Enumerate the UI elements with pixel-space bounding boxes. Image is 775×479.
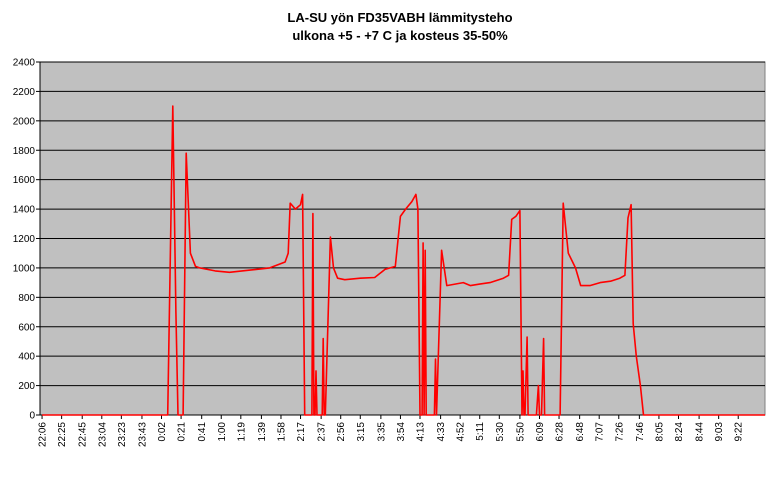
x-tick-label: 23:43: [137, 422, 148, 447]
x-tick-label: 0:02: [157, 422, 168, 442]
x-tick-label: 3:35: [376, 422, 387, 442]
x-tick-label: 7:07: [595, 422, 606, 442]
chart-title: LA-SU yön FD35VABH lämmitysteho: [287, 10, 512, 25]
y-tick-label: 200: [18, 381, 35, 392]
x-tick-label: 0:21: [177, 422, 188, 442]
data-line: [42, 105, 765, 416]
x-tick-label: 23:04: [97, 422, 108, 447]
y-tick-label: 1800: [13, 146, 36, 157]
y-tick-label: 600: [18, 322, 35, 333]
x-tick-label: 3:54: [396, 422, 407, 442]
chart-title: ulkona +5 - +7 C ja kosteus 35-50%: [292, 28, 508, 43]
x-tick-label: 23:23: [117, 422, 128, 447]
x-tick-label: 1:00: [217, 422, 228, 442]
x-tick-label: 1:58: [276, 422, 287, 442]
y-tick-label: 1400: [13, 205, 36, 216]
x-tick-label: 8:05: [654, 422, 665, 442]
x-tick-label: 4:33: [436, 422, 447, 442]
y-tick-label: 2000: [13, 116, 36, 127]
y-tick-label: 2200: [13, 87, 36, 98]
x-tick-label: 2:17: [296, 422, 307, 442]
x-tick-label: 8:44: [695, 422, 706, 442]
y-tick-label: 1200: [13, 234, 36, 245]
x-tick-label: 2:37: [317, 422, 328, 442]
x-tick-label: 22:45: [78, 422, 89, 447]
x-tick-label: 3:15: [356, 422, 367, 442]
x-tick-label: 1:19: [236, 422, 247, 442]
y-tick-label: 400: [18, 352, 35, 363]
x-tick-label: 9:22: [734, 422, 745, 442]
x-tick-label: 6:48: [575, 422, 586, 442]
x-tick-label: 0:41: [197, 422, 208, 442]
y-tick-label: 0: [29, 411, 35, 422]
x-tick-label: 22:06: [38, 422, 49, 447]
x-tick-label: 5:50: [515, 422, 526, 442]
x-tick-label: 9:03: [714, 422, 725, 442]
y-tick-label: 2400: [13, 58, 36, 69]
x-tick-label: 6:09: [535, 422, 546, 442]
y-tick-label: 800: [18, 293, 35, 304]
x-tick-label: 4:13: [416, 422, 427, 442]
x-tick-label: 8:24: [674, 422, 685, 442]
x-tick-label: 6:28: [555, 422, 566, 442]
x-tick-label: 5:30: [495, 422, 506, 442]
y-tick-label: 1600: [13, 175, 36, 186]
x-tick-label: 4:52: [456, 422, 467, 442]
x-tick-label: 7:26: [614, 422, 625, 442]
x-tick-label: 2:56: [336, 422, 347, 442]
x-tick-label: 5:11: [475, 422, 486, 441]
x-tick-label: 1:39: [257, 422, 268, 442]
x-tick-label: 22:25: [57, 422, 68, 447]
y-tick-label: 1000: [13, 263, 36, 274]
x-tick-label: 7:46: [635, 422, 646, 442]
